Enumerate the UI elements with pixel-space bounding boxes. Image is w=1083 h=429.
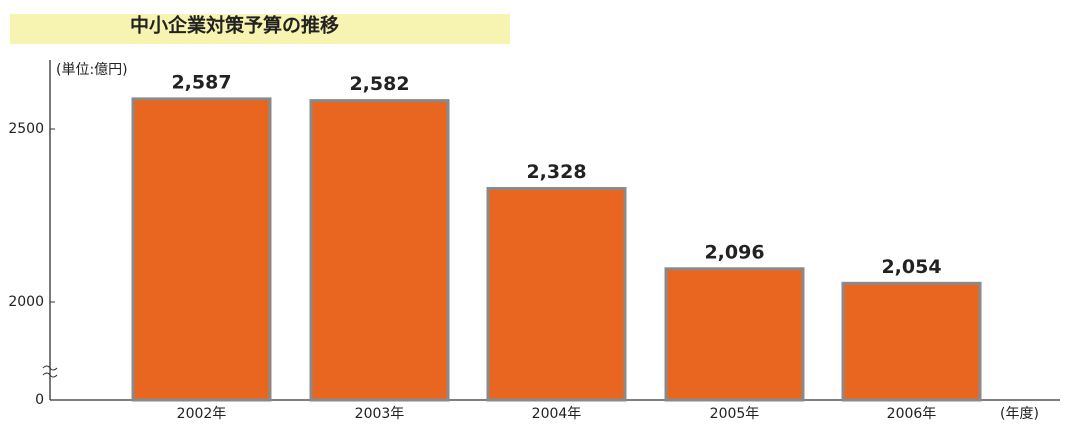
axis-break	[42, 365, 58, 378]
x-tick-label: 2002年	[177, 406, 227, 422]
title-highlight	[10, 14, 510, 44]
value-label: 2,096	[704, 241, 764, 263]
bar	[664, 267, 805, 402]
y-axis-label: (単位:億円)	[56, 62, 128, 78]
value-label: 2,587	[171, 71, 231, 93]
x-tick-label: 2004年	[532, 406, 582, 422]
x-tick-label: 2005年	[710, 406, 760, 422]
bar	[486, 187, 627, 402]
x-tick-label: 2003年	[355, 406, 405, 422]
y-tick-label: 0	[35, 392, 44, 408]
x-tick-label: 2006年	[887, 406, 937, 422]
y-tick-label: 2000	[8, 294, 44, 310]
value-label: 2,582	[349, 73, 409, 95]
x-axis-label: (年度)	[1000, 406, 1039, 422]
bar	[841, 281, 982, 402]
bar	[309, 99, 450, 402]
bar	[131, 97, 272, 402]
value-label: 2,328	[526, 161, 586, 183]
chart-title: 中小企業対策予算の推移	[130, 14, 339, 37]
y-tick-label: 2500	[8, 121, 44, 137]
value-label: 2,054	[881, 256, 941, 278]
